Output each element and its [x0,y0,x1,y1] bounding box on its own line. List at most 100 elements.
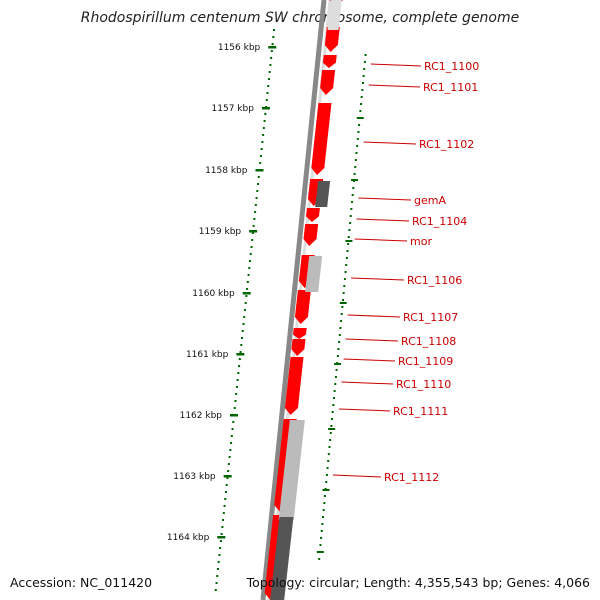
scale-dot [323,502,326,504]
scale-dot [230,442,233,444]
scale-tick-label: 1156 kbp [218,43,261,53]
gene-leader-line [345,338,399,342]
scale-dot [224,491,227,493]
scale-dot [343,285,346,287]
scale-dot [247,274,250,276]
scale-dot [240,344,243,346]
gene-arrow [303,224,319,246]
gene-block-light [305,256,323,292]
gene-arrow [324,27,340,52]
scale-dot [217,561,220,563]
scale-tick-mark [255,169,264,172]
scale-dot [352,187,355,189]
scale-dot [334,376,337,378]
gene-leader-line [347,314,401,318]
scale-dot [356,138,359,140]
scale-dot [242,323,245,325]
scale-dot [215,582,218,584]
scale-dot [272,36,275,38]
scale-dot [250,246,253,248]
scale-dot [344,271,347,273]
gene-label: RC1_1112 [384,471,439,484]
scale-dot [349,222,352,224]
gene-label: gemA [414,194,446,207]
scale-dot [224,498,227,500]
scale-dot [340,320,343,322]
scale-dot [214,589,217,591]
scale-dot [256,190,259,192]
right-tick-dash [322,489,330,491]
scale-ticks: 1156 kbp 1157 kbp 1158 kbp 1159 kbp 1160 kbp… [167,43,277,543]
scale-dot [326,467,329,469]
scale-dot [362,75,365,77]
scale-dot [332,397,335,399]
scale-dot [235,393,238,395]
scale-dot [339,327,342,329]
scale-dot [329,432,332,434]
scale-dot [238,365,241,367]
scale-dot [238,358,241,360]
scale-dot [265,99,268,101]
scale-dot [322,509,325,511]
scale-dot [270,50,273,52]
scale-dot [219,547,222,549]
scale-dot [361,82,364,84]
gene-leader-line [358,197,412,201]
scale-dot [229,449,232,451]
scale-dot [222,519,225,521]
gene-leader-line [368,84,421,88]
right-tick-dash [334,363,342,365]
backbone-outer [260,0,327,600]
scale-dot [254,211,257,213]
scale-tick-label: 1161 kbp [186,350,229,360]
scale-dot [228,456,231,458]
scale-dot [251,239,254,241]
gene-leader-line [370,63,422,67]
scale-dot [354,159,357,161]
scale-dot [342,299,344,301]
scale-dot [269,64,272,66]
scale-dot [259,162,262,164]
gene-arrow [320,70,336,95]
scale-dot [230,435,233,437]
chromosome-backbone [260,0,332,600]
scale-dot [241,330,244,332]
gene-leader-line [363,141,417,145]
scale-dot [270,57,273,59]
scale-dot [363,61,366,63]
scale-dot [330,425,333,427]
genome-summary-text: Topology: circular; Length: 4,355,543 bp… [246,575,590,590]
scale-dot [257,183,260,185]
scale-dot [325,481,328,483]
gene-arrow [322,55,337,68]
scale-dot [243,309,246,311]
scale-tick-mark [268,46,277,49]
scale-dot [219,540,222,542]
gene-arrow [294,290,311,324]
scale-dot [220,533,223,535]
gene-block-light [327,0,342,30]
gene-features [264,0,343,600]
scale-dot [232,421,235,423]
scale-dot [346,250,349,252]
scale-dot [254,204,257,206]
scale-dot [357,131,360,133]
scale-dot [249,260,252,262]
gene-label: RC1_1100 [424,60,479,73]
scale-dot [261,141,264,143]
right-tick-dash [345,240,353,242]
gene-label: RC1_1101 [423,81,478,94]
gene-label: RC1_1108 [401,335,456,348]
scale-tick-mark [217,536,226,539]
scale-dot [263,120,266,122]
scale-dot [353,173,356,175]
gene-leader-line [332,474,382,478]
scale-dot [231,428,234,430]
gene-leader-line [351,277,405,281]
scale-dot [329,439,332,441]
gene-label: RC1_1109 [398,355,453,368]
scale-dot [327,453,330,455]
scale-dot [244,302,247,304]
scale-tick-label: 1159 kbp [199,227,242,237]
